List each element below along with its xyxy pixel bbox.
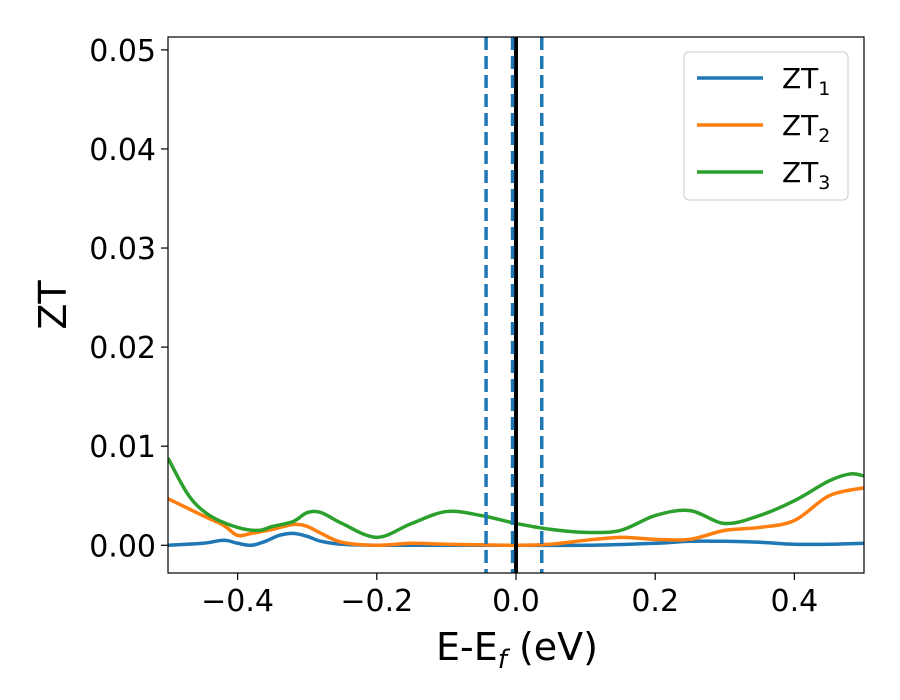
series-line-2	[168, 486, 864, 548]
y-tick-label: 0.05	[89, 34, 156, 69]
x-tick-label: 0.4	[771, 584, 819, 619]
legend-label-3: ZT3	[782, 156, 830, 194]
y-tick-label: 0.01	[89, 430, 156, 465]
legend-label-2: ZT2	[782, 109, 830, 147]
vline-layer	[484, 37, 544, 573]
y-tick-label: 0.03	[89, 232, 156, 267]
series-layer	[168, 457, 864, 548]
x-axis-label: E-Ef (eV)	[436, 625, 598, 675]
x-tick-label: −0.2	[340, 584, 413, 619]
y-tick-label: 0.02	[89, 331, 156, 366]
x-axis: −0.4 −0.2 0.0 0.2 0.4	[201, 573, 818, 619]
y-tick-label: 0.04	[89, 133, 156, 168]
legend-label-1: ZT1	[782, 62, 830, 100]
legend: ZT1 ZT2 ZT3	[683, 51, 849, 201]
y-tick-label: 0.00	[89, 529, 156, 564]
y-axis-label: ZT	[31, 280, 75, 330]
legend-frame	[683, 51, 849, 201]
x-tick-label: 0.2	[631, 584, 679, 619]
series-line-3	[168, 457, 864, 540]
x-tick-label: 0.0	[492, 584, 540, 619]
y-axis: 0.00 0.01 0.02 0.03 0.04 0.05	[89, 34, 168, 564]
x-tick-label: −0.4	[201, 584, 274, 619]
